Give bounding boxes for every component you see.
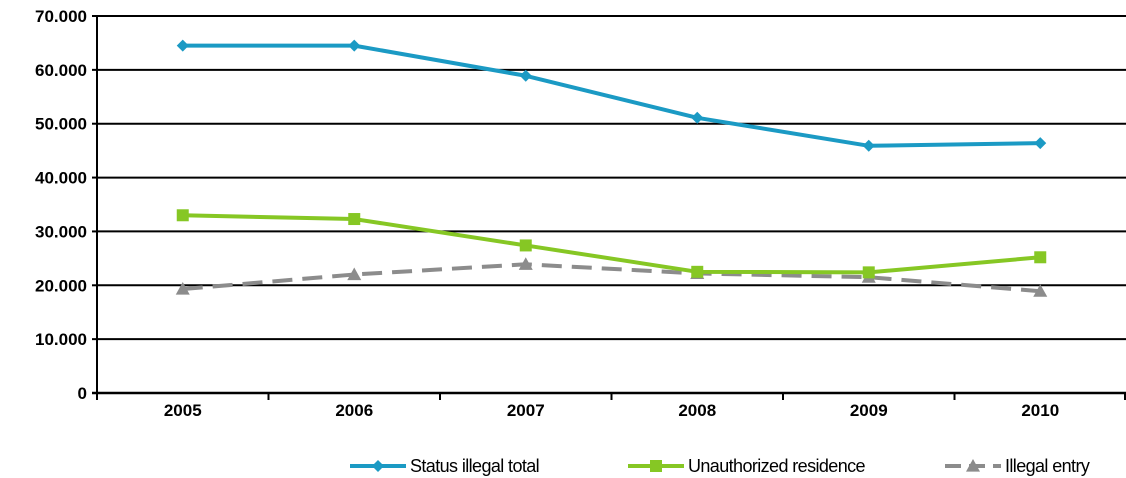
series-1	[176, 209, 1047, 279]
x-tick-label: 2007	[507, 401, 545, 420]
legend-label: Unauthorized residence	[688, 456, 866, 476]
y-tick-label: 30.000	[35, 222, 87, 241]
y-tick-label: 70.000	[35, 7, 87, 26]
legend-item: Unauthorized residence	[628, 456, 866, 476]
legend-label: Illegal entry	[1005, 456, 1090, 476]
series-0	[176, 39, 1047, 152]
series-lines	[175, 39, 1048, 297]
y-axis-tick-labels: 0 10.000 20.000 30.000 40.000 50.000 60.000 70.…	[35, 7, 87, 403]
x-axis-tick-labels: 2005 2006 2007 2008 2009 2010	[164, 401, 1059, 420]
data-point-square	[862, 266, 875, 279]
data-point-square	[519, 239, 532, 252]
x-tick-label: 2010	[1021, 401, 1059, 420]
grid-lines	[97, 15, 1126, 341]
data-point-diamond	[691, 111, 704, 124]
data-point-triangle	[966, 459, 980, 472]
y-tick-label: 20.000	[35, 276, 87, 295]
data-point-diamond	[1034, 137, 1047, 150]
legend-label: Status illegal total	[410, 456, 539, 476]
series-2	[175, 257, 1048, 297]
legend-item: Illegal entry	[945, 456, 1090, 476]
data-point-square	[176, 209, 189, 222]
data-point-triangle	[347, 267, 362, 281]
data-point-diamond	[348, 39, 361, 52]
data-point-diamond	[862, 139, 875, 152]
axes	[92, 15, 1126, 400]
data-point-triangle	[1033, 284, 1048, 297]
y-tick-label: 50.000	[35, 115, 87, 134]
data-point-square	[650, 460, 662, 472]
data-point-diamond	[176, 39, 189, 52]
y-tick-label: 40.000	[35, 169, 87, 188]
y-tick-label: 60.000	[35, 61, 87, 80]
legend: Status illegal total Unauthorized residen…	[350, 456, 1090, 476]
x-tick-label: 2009	[850, 401, 888, 420]
legend-item: Status illegal total	[350, 456, 540, 476]
y-tick-label: 10.000	[35, 330, 87, 349]
data-point-square	[1034, 251, 1047, 264]
series-line	[182, 213, 1041, 275]
x-tick-label: 2006	[335, 401, 373, 420]
y-tick-label: 0	[78, 384, 87, 403]
data-point-triangle	[175, 282, 190, 295]
data-point-square	[348, 213, 361, 226]
x-tick-label: 2005	[164, 401, 202, 420]
x-tick-label: 2008	[678, 401, 716, 420]
data-point-square	[691, 265, 704, 278]
data-point-diamond	[372, 460, 384, 472]
series-line	[182, 262, 1041, 294]
series-line	[182, 43, 1041, 148]
data-point-triangle	[518, 257, 533, 270]
data-point-diamond	[519, 69, 532, 82]
